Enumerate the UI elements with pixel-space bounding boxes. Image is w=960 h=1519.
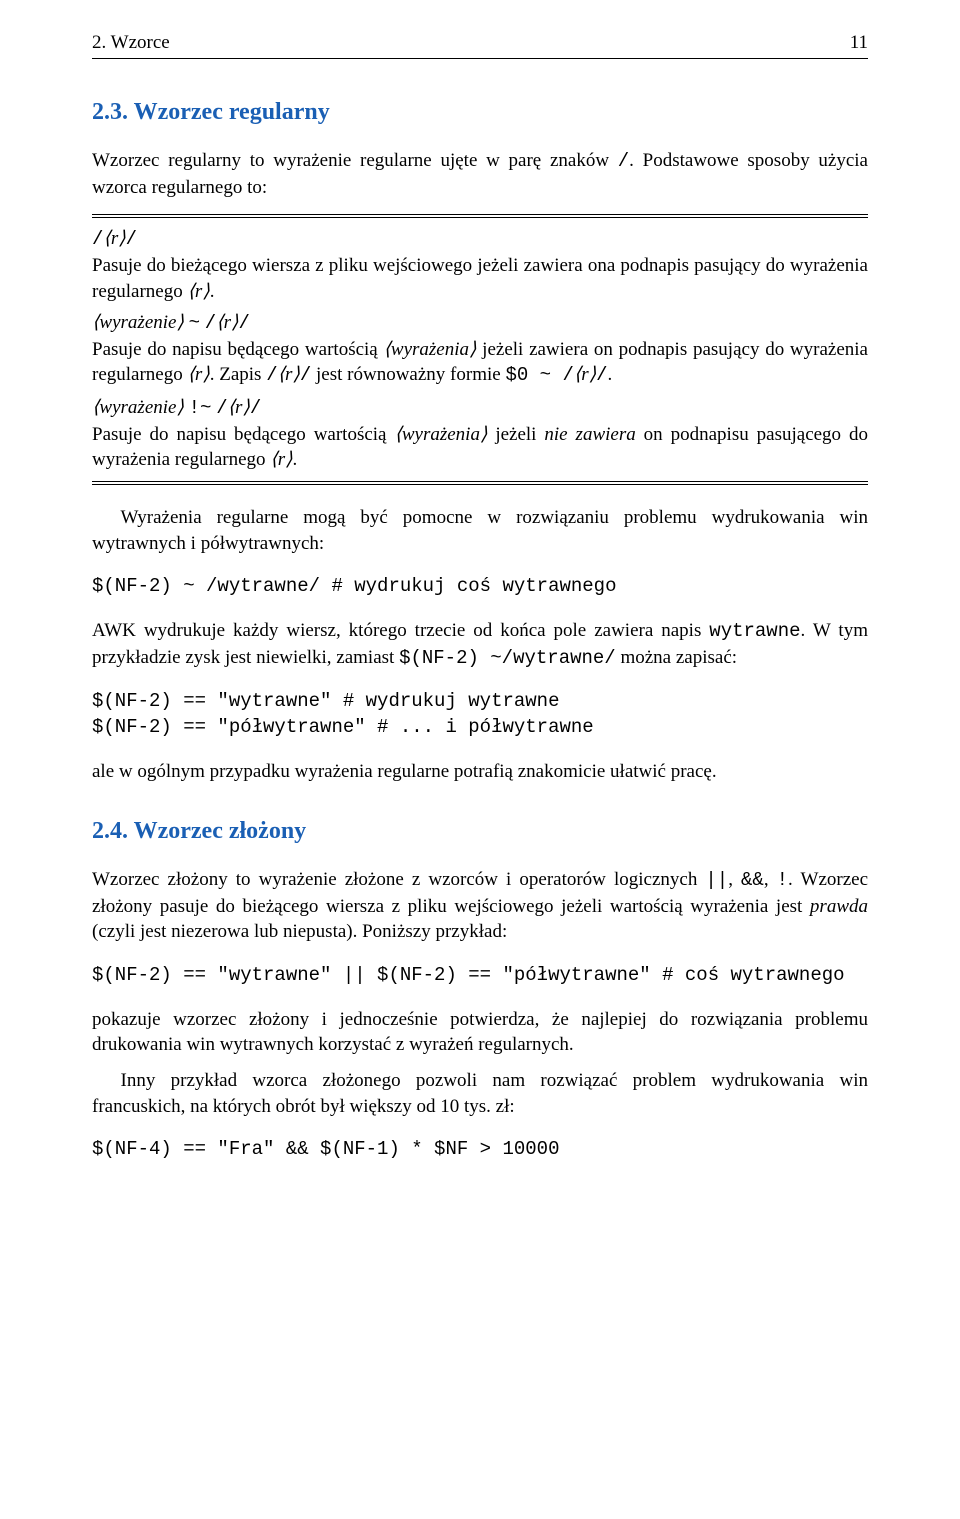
angle-r: r xyxy=(278,364,300,385)
angle-r: r xyxy=(187,364,209,385)
section-23-after2: AWK wydrukuje każdy wiersz, którego trze… xyxy=(92,618,868,671)
text-span: jest równoważny formie xyxy=(311,364,505,385)
code-span: !~ xyxy=(189,397,212,419)
angle-expr: wyrażenia xyxy=(383,339,476,360)
code-span: / xyxy=(266,364,277,386)
angle-r: r xyxy=(574,364,596,385)
text-span: . xyxy=(608,364,613,385)
angle-r: r xyxy=(228,397,250,418)
code-span: / xyxy=(300,364,311,386)
text-span: jeżeli xyxy=(487,424,544,445)
code-span: $0 ~ / xyxy=(505,364,573,386)
def-3-head: wyrażenie !~ /r/ xyxy=(92,395,868,422)
section-23-after1: Wyrażenia regularne mogą być pomocne w r… xyxy=(92,505,868,556)
section-24-p1: Wzorzec złożony to wyrażenie złożone z w… xyxy=(92,867,868,945)
code-span: wytrawne xyxy=(709,620,800,642)
section-23-number: 2.3. xyxy=(92,99,128,125)
code-block-3: $(NF-2) == "wytrawne" || $(NF-2) == "pół… xyxy=(92,963,868,989)
definition-body: /r/ Pasuje do bieżącego wiersza z pliku … xyxy=(92,226,868,473)
section-24-title: 2.4. Wzorzec złożony xyxy=(92,818,868,845)
section-23-intro: Wzorzec regularny to wyrażenie regularne… xyxy=(92,148,868,200)
rule-bottom xyxy=(92,481,868,485)
section-24-name: Wzorzec złożony xyxy=(134,818,307,844)
def-1-body: Pasuje do bieżącego wiersza z pliku wejś… xyxy=(92,253,868,304)
def-2-body: Pasuje do napisu będącego wartością wyra… xyxy=(92,337,868,389)
section-23-after3: ale w ogólnym przypadku wyrażenia regula… xyxy=(92,759,868,785)
section-24-p2: pokazuje wzorzec złożony i jednocześnie … xyxy=(92,1007,868,1058)
page: 2. Wzorce 11 2.3. Wzorzec regularny Wzor… xyxy=(0,0,960,1241)
code-span: / xyxy=(126,228,137,250)
code-span: / xyxy=(250,397,261,419)
angle-r: r xyxy=(270,449,292,470)
angle-r: r xyxy=(216,312,238,333)
text-span: , xyxy=(764,869,777,890)
text-span: Pasuje do napisu będącego wartością xyxy=(92,339,383,360)
text-span: (czyli jest niezerowa lub niepusta). Pon… xyxy=(92,921,507,942)
def-3-body: Pasuje do napisu będącego wartością wyra… xyxy=(92,422,868,473)
page-number: 11 xyxy=(850,32,868,54)
chapter-label: 2. Wzorce xyxy=(92,32,170,54)
header-rule xyxy=(92,58,868,59)
angle-r: r xyxy=(187,281,209,302)
rule-top xyxy=(92,214,868,218)
def-1-head: /r/ xyxy=(92,226,868,253)
code-block-1: $(NF-2) ~ /wytrawne/ # wydrukuj coś wytr… xyxy=(92,574,868,600)
text-span: . xyxy=(293,449,298,470)
section-24-p3: Inny przykład wzorca złożonego pozwoli n… xyxy=(92,1068,868,1119)
angle-expr: wyrażenia xyxy=(394,424,487,445)
text-span: można zapisać: xyxy=(616,647,737,668)
running-header: 2. Wzorce 11 xyxy=(92,32,868,54)
section-24-number: 2.4. xyxy=(92,818,128,844)
code-span: && xyxy=(741,869,764,891)
definition-block: /r/ Pasuje do bieżącego wiersza z pliku … xyxy=(92,214,868,485)
code-span: / xyxy=(92,228,103,250)
code-span: ! xyxy=(777,869,788,891)
text-span: Wzorzec regularny to wyrażenie regularne… xyxy=(92,150,618,171)
italic-span: prawda xyxy=(810,896,868,917)
def-2-head: wyrażenie ~ /r/ xyxy=(92,310,868,337)
text-span: AWK wydrukuje każdy wiersz, którego trze… xyxy=(92,620,709,641)
code-span: / xyxy=(618,150,629,172)
code-span: $(NF-2) ~/wytrawne/ xyxy=(399,647,616,669)
text-span: . Zapis xyxy=(210,364,266,385)
code-span: / xyxy=(596,364,607,386)
section-23-title: 2.3. Wzorzec regularny xyxy=(92,99,868,126)
code-span: ~ xyxy=(189,312,200,334)
text-span: , xyxy=(728,869,741,890)
text-span: Wzorzec złożony to wyrażenie złożone z w… xyxy=(92,869,705,890)
angle-r: r xyxy=(103,228,125,249)
italic-span: nie zawiera xyxy=(544,424,635,445)
angle-expr: wyrażenie xyxy=(92,397,184,418)
angle-expr: wyrażenie xyxy=(92,312,184,333)
section-23-name: Wzorzec regularny xyxy=(134,99,330,125)
code-span: / xyxy=(238,312,249,334)
code-span: || xyxy=(705,869,728,891)
text-span: . xyxy=(210,281,215,302)
text-span: Pasuje do napisu będącego wartością xyxy=(92,424,394,445)
code-block-2: $(NF-2) == "wytrawne" # wydrukuj wytrawn… xyxy=(92,689,868,740)
code-block-4: $(NF-4) == "Fra" && $(NF-1) * $NF > 1000… xyxy=(92,1137,868,1163)
